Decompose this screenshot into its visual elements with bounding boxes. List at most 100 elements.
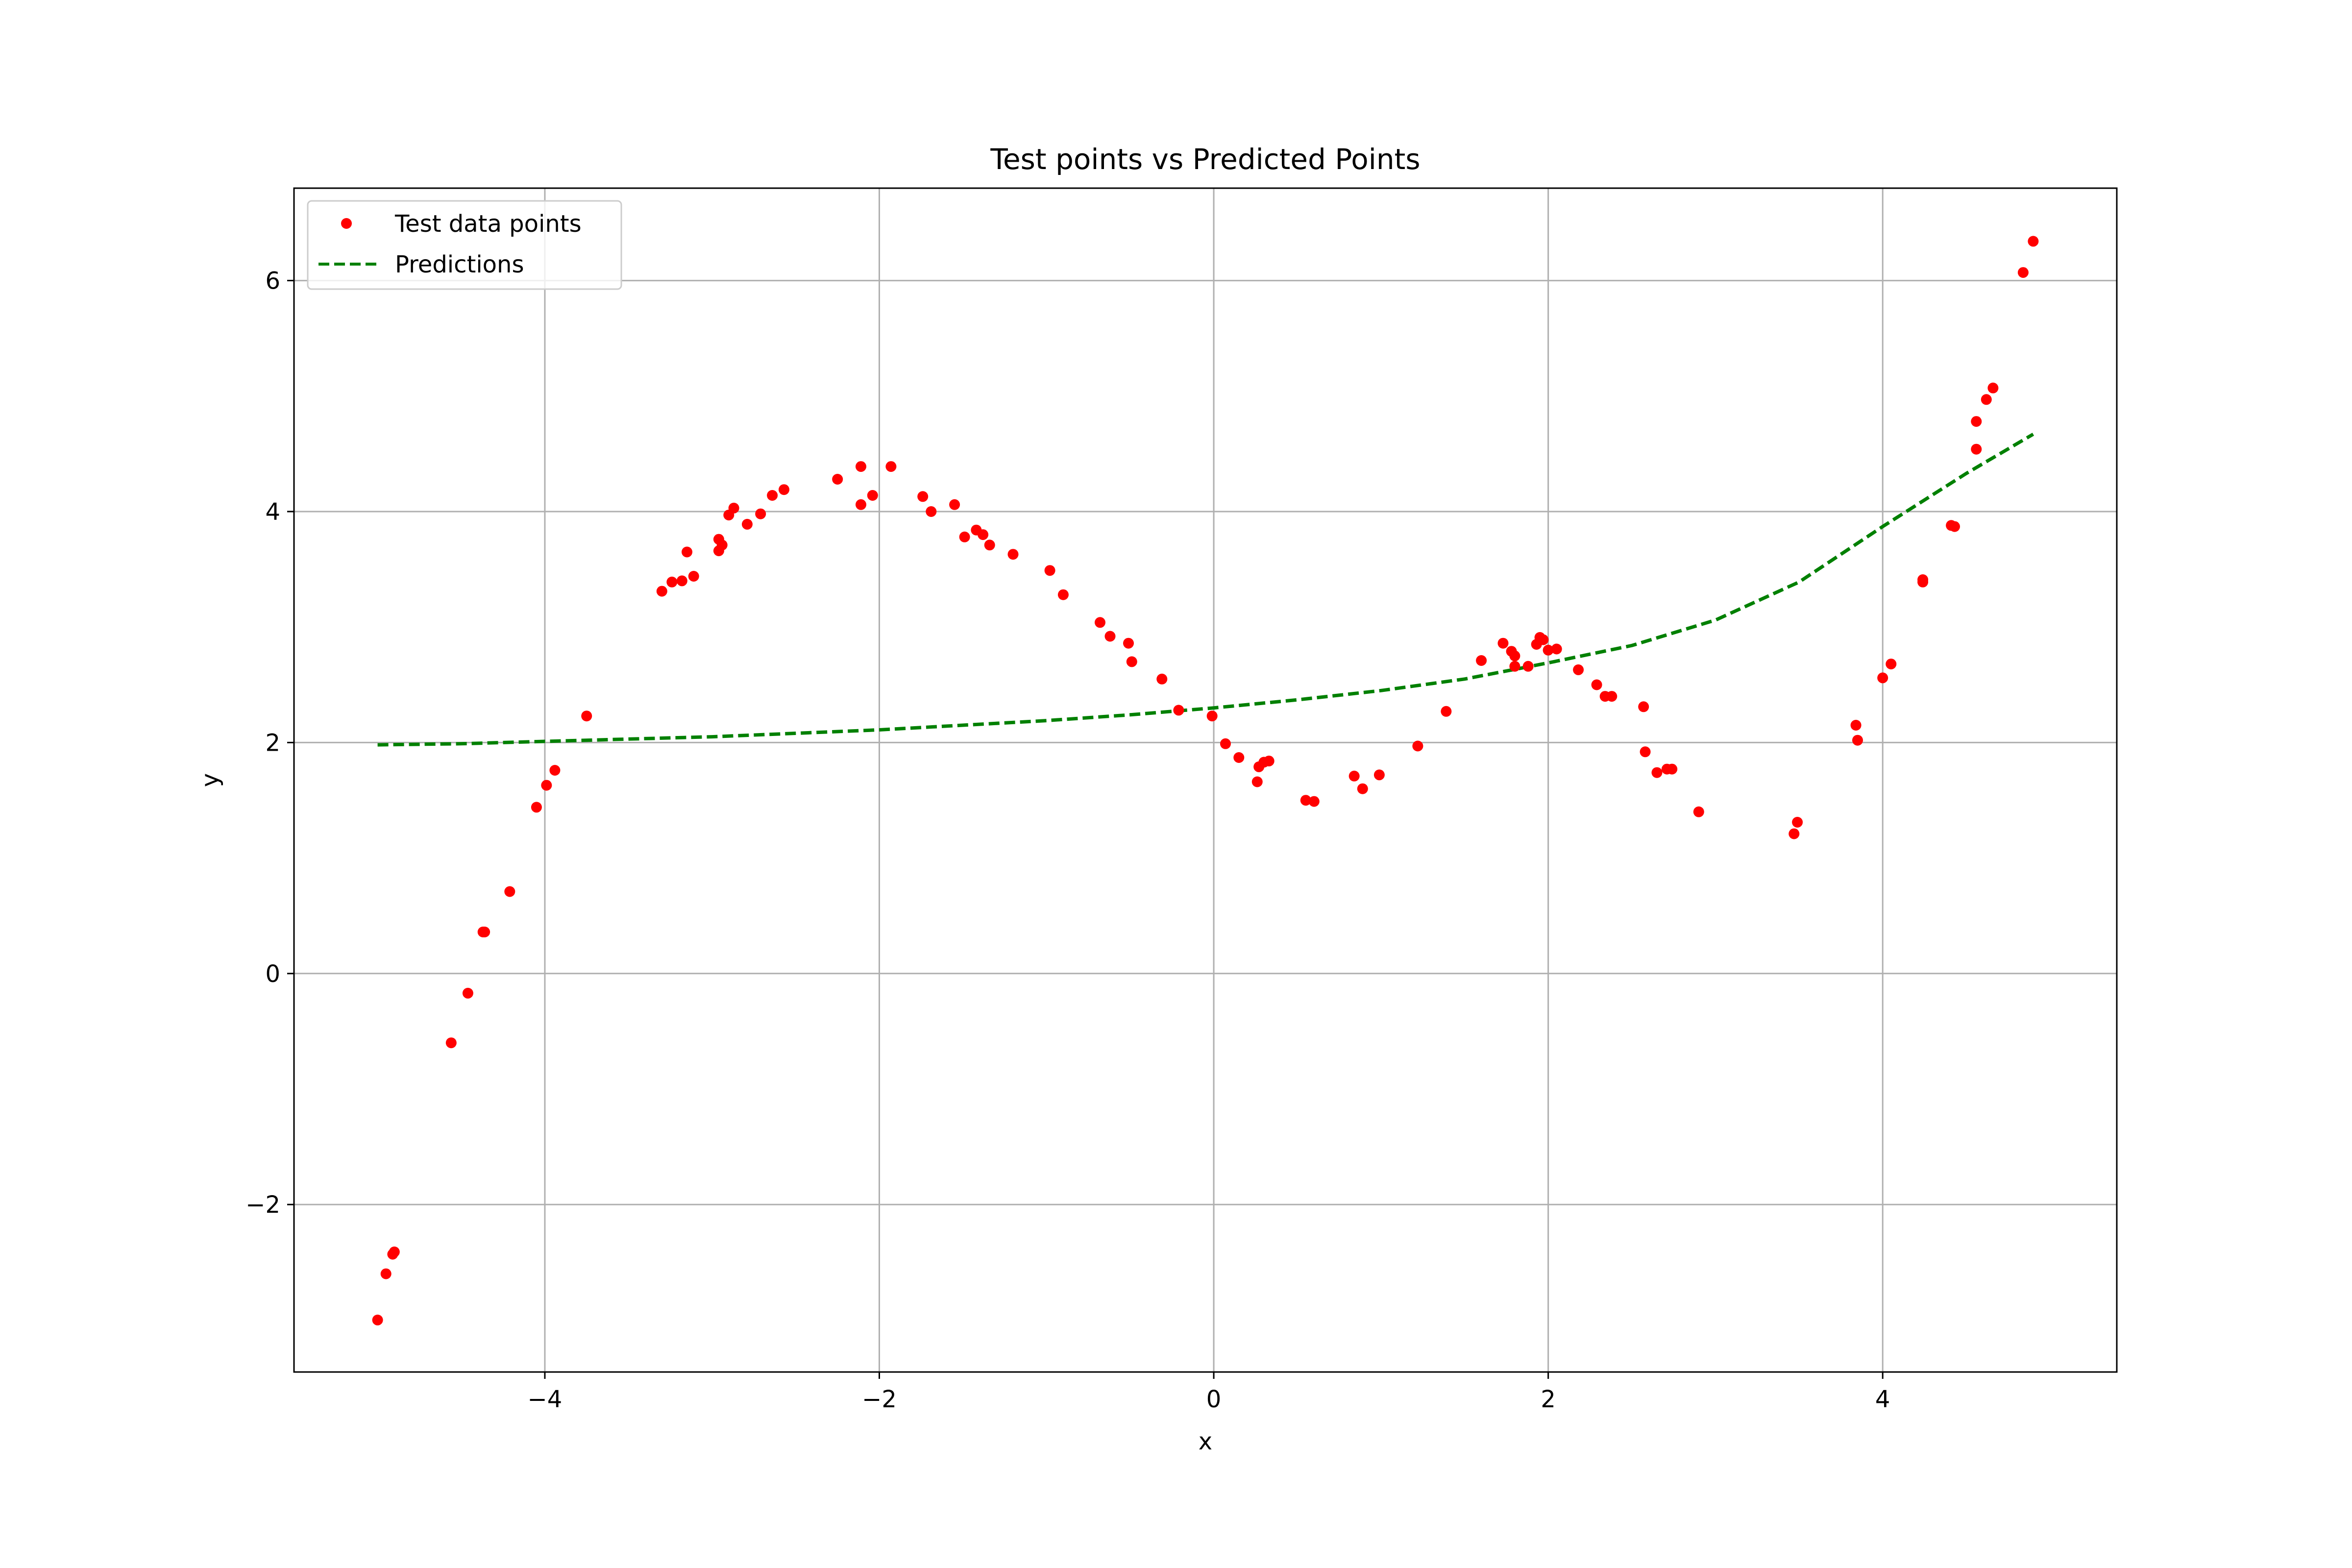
test-data-point bbox=[1538, 634, 1549, 645]
y-axis-label: y bbox=[196, 773, 224, 787]
test-data-point bbox=[741, 518, 753, 530]
legend-marker-test-data-points bbox=[341, 218, 352, 229]
test-data-point bbox=[389, 1246, 400, 1257]
y-tick-label: 2 bbox=[265, 729, 280, 757]
test-data-point bbox=[1852, 735, 1863, 746]
test-data-point bbox=[462, 987, 473, 999]
test-data-point bbox=[885, 461, 897, 472]
test-data-point bbox=[1877, 672, 1888, 684]
test-data-point bbox=[1300, 795, 1311, 806]
legend-label-predictions: Predictions bbox=[395, 251, 524, 278]
predictions-line bbox=[377, 433, 2034, 747]
test-data-point bbox=[1886, 659, 1897, 670]
test-data-point bbox=[755, 508, 766, 519]
test-data-point bbox=[856, 461, 866, 472]
test-data-point bbox=[2028, 236, 2039, 247]
test-data-point bbox=[1509, 650, 1520, 662]
test-data-point bbox=[984, 539, 995, 551]
test-data-point bbox=[1788, 828, 1800, 839]
test-data-point bbox=[1104, 631, 1116, 642]
plot-area bbox=[372, 236, 2039, 1325]
ticks: −4 −2 0 2 4 −2 0 2 4 6 bbox=[245, 268, 1890, 1413]
test-data-point bbox=[867, 490, 878, 501]
test-data-point bbox=[1651, 767, 1663, 778]
legend: Test data points Predictions bbox=[307, 200, 622, 290]
test-data-point bbox=[716, 539, 728, 551]
test-data-point bbox=[1522, 661, 1534, 672]
test-data-point bbox=[1007, 549, 1019, 560]
test-data-point bbox=[445, 1037, 457, 1049]
test-data-point bbox=[1251, 776, 1263, 787]
test-data-point bbox=[666, 576, 678, 588]
legend-box bbox=[307, 200, 622, 290]
test-data-point bbox=[549, 765, 561, 776]
test-data-point bbox=[926, 506, 937, 517]
test-data-point bbox=[767, 490, 778, 501]
test-data-point bbox=[688, 571, 699, 582]
test-data-point bbox=[1591, 679, 1602, 690]
test-data-point bbox=[1949, 521, 1960, 532]
x-tick-label: −2 bbox=[862, 1386, 897, 1413]
test-data-point bbox=[728, 502, 739, 514]
test-data-point bbox=[1348, 770, 1360, 782]
test-data-point bbox=[1693, 806, 1704, 817]
x-tick-label: 4 bbox=[1875, 1386, 1890, 1413]
test-data-point bbox=[1917, 576, 1929, 588]
test-data-point bbox=[1126, 656, 1137, 667]
test-data-point bbox=[779, 484, 789, 495]
test-data-point bbox=[1606, 691, 1617, 702]
test-data-point bbox=[372, 1314, 383, 1325]
test-data-point bbox=[1497, 637, 1509, 649]
test-data-point bbox=[1123, 637, 1134, 649]
axes-frame bbox=[293, 187, 2118, 1373]
test-data-point bbox=[1971, 416, 1982, 427]
test-data-point bbox=[1543, 644, 1554, 656]
test-data-point bbox=[1057, 589, 1069, 600]
x-axis-label: x bbox=[1199, 1428, 1212, 1455]
test-data-point bbox=[1640, 746, 1651, 758]
test-data-point bbox=[676, 575, 687, 587]
test-data-point bbox=[1173, 705, 1184, 716]
y-tick-label: 4 bbox=[265, 498, 280, 526]
test-data-point bbox=[1476, 655, 1487, 666]
test-data-point bbox=[380, 1268, 392, 1279]
test-data-point bbox=[1981, 394, 1992, 405]
test-data-point bbox=[1987, 382, 1999, 393]
test-data-point bbox=[949, 499, 960, 510]
test-data-point bbox=[1263, 756, 1274, 767]
grid bbox=[294, 188, 2117, 1372]
test-data-point bbox=[1638, 701, 1649, 712]
test-data-point bbox=[1551, 643, 1562, 655]
test-data-point bbox=[682, 546, 692, 558]
test-data-point bbox=[581, 710, 592, 722]
test-data-point bbox=[1373, 769, 1385, 781]
test-data-point bbox=[1308, 796, 1320, 807]
y-tick-label: 6 bbox=[265, 268, 280, 295]
test-data-point bbox=[1095, 617, 1105, 628]
test-data-point bbox=[978, 529, 989, 540]
test-data-point bbox=[1792, 817, 1803, 828]
test-data-point bbox=[1156, 673, 1168, 685]
legend-label-test-data-points: Test data points bbox=[394, 210, 582, 238]
test-data-point bbox=[832, 474, 843, 485]
test-data-point bbox=[1233, 752, 1245, 763]
test-data-point bbox=[504, 886, 515, 897]
test-data-point bbox=[1044, 565, 1055, 576]
test-data-point bbox=[856, 499, 866, 510]
test-data-point bbox=[917, 491, 929, 502]
x-tick-label: 2 bbox=[1541, 1386, 1556, 1413]
x-tick-label: −4 bbox=[528, 1386, 563, 1413]
test-data-point bbox=[1441, 706, 1452, 717]
test-data-point bbox=[1206, 710, 1218, 722]
test-data-point bbox=[1850, 720, 1862, 731]
test-data-point bbox=[1666, 763, 1678, 775]
test-data-point bbox=[1412, 740, 1423, 752]
chart-title: Test points vs Predicted Points bbox=[990, 143, 1420, 176]
y-tick-label: 0 bbox=[265, 960, 280, 988]
test-data-point bbox=[1220, 738, 1231, 749]
test-data-point bbox=[656, 586, 667, 597]
test-data-point bbox=[479, 927, 490, 937]
x-tick-label: 0 bbox=[1206, 1386, 1222, 1413]
test-data-point bbox=[959, 531, 970, 542]
